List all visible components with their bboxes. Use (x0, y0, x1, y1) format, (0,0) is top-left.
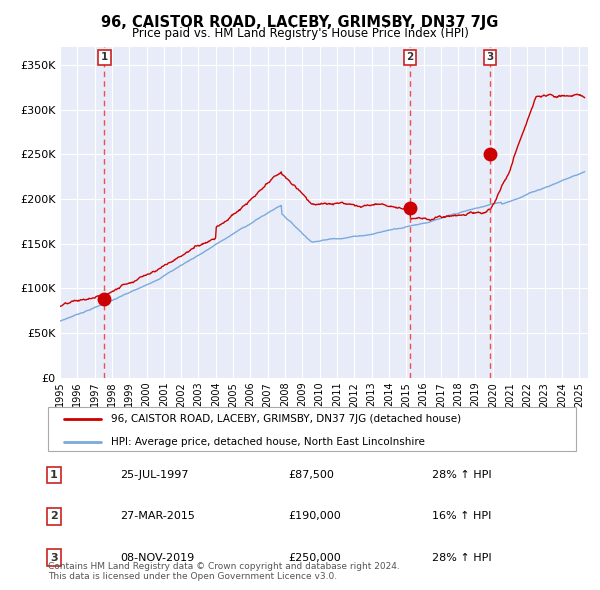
Text: 08-NOV-2019: 08-NOV-2019 (120, 553, 194, 562)
Text: £250,000: £250,000 (288, 553, 341, 562)
Text: £190,000: £190,000 (288, 512, 341, 521)
Text: 96, CAISTOR ROAD, LACEBY, GRIMSBY, DN37 7JG: 96, CAISTOR ROAD, LACEBY, GRIMSBY, DN37 … (101, 15, 499, 30)
Text: 28% ↑ HPI: 28% ↑ HPI (432, 553, 491, 562)
Text: 28% ↑ HPI: 28% ↑ HPI (432, 470, 491, 480)
Text: 16% ↑ HPI: 16% ↑ HPI (432, 512, 491, 521)
Text: 2: 2 (407, 52, 414, 62)
Text: 1: 1 (50, 470, 58, 480)
Text: Contains HM Land Registry data © Crown copyright and database right 2024.
This d: Contains HM Land Registry data © Crown c… (48, 562, 400, 581)
Text: 96, CAISTOR ROAD, LACEBY, GRIMSBY, DN37 7JG (detached house): 96, CAISTOR ROAD, LACEBY, GRIMSBY, DN37 … (112, 415, 461, 424)
Text: Price paid vs. HM Land Registry's House Price Index (HPI): Price paid vs. HM Land Registry's House … (131, 27, 469, 40)
Text: 27-MAR-2015: 27-MAR-2015 (120, 512, 195, 521)
Text: 3: 3 (487, 52, 494, 62)
Text: £87,500: £87,500 (288, 470, 334, 480)
FancyBboxPatch shape (48, 407, 576, 451)
Text: HPI: Average price, detached house, North East Lincolnshire: HPI: Average price, detached house, Nort… (112, 437, 425, 447)
Text: 3: 3 (50, 553, 58, 562)
Text: 1: 1 (101, 52, 108, 62)
Text: 2: 2 (50, 512, 58, 521)
Text: 25-JUL-1997: 25-JUL-1997 (120, 470, 188, 480)
